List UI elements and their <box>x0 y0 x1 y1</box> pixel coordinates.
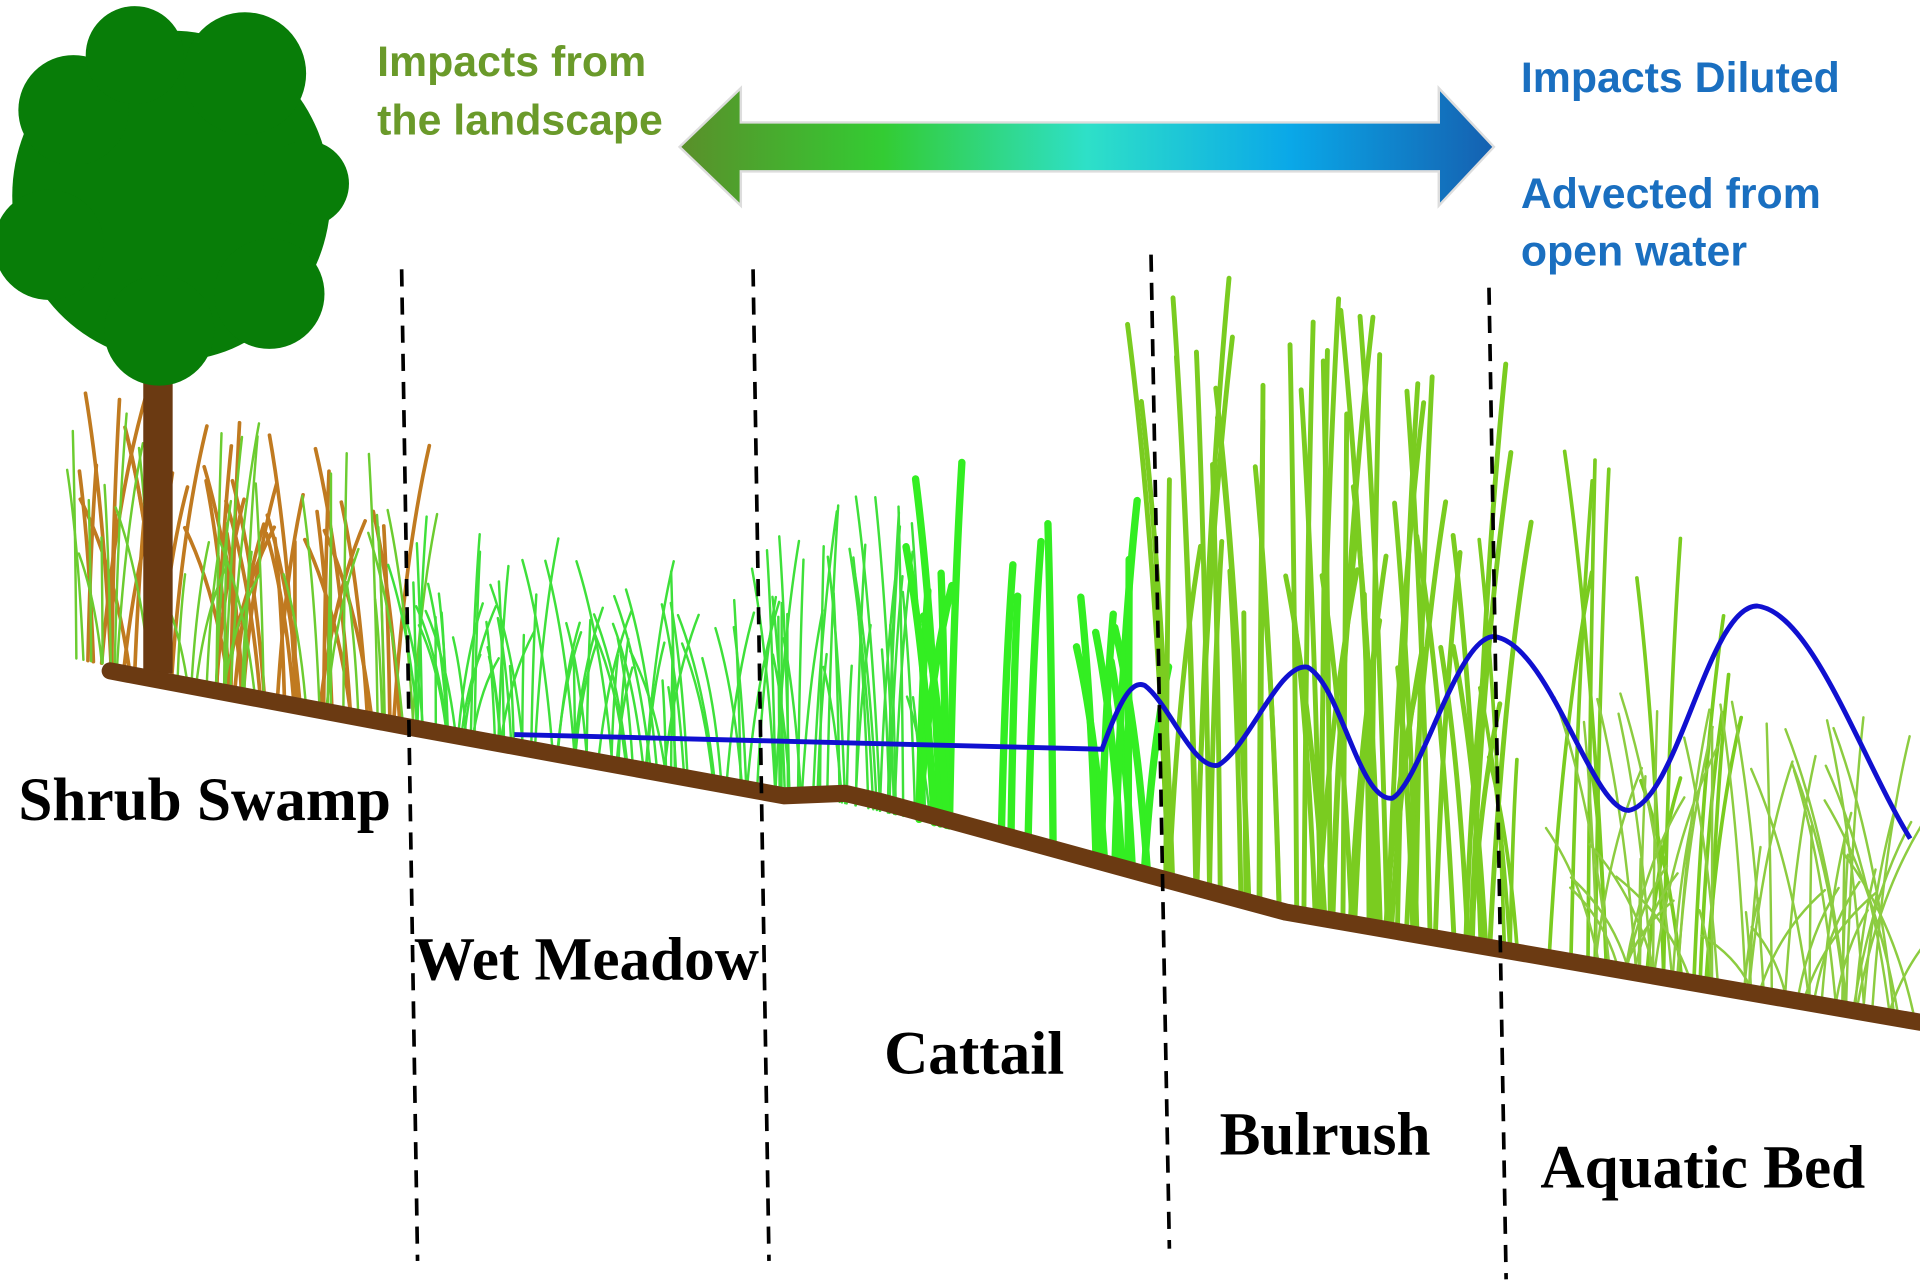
right-text: open water <box>1521 228 1748 276</box>
plant-stem <box>767 550 775 788</box>
tree-trunk <box>143 349 172 673</box>
plant-stem <box>847 666 852 804</box>
plant-stem <box>102 537 103 663</box>
zone-label: Shrub Swamp <box>18 766 391 834</box>
plant-stem <box>426 611 455 729</box>
plant-stem <box>1048 524 1053 849</box>
plant-stem <box>587 620 591 753</box>
plant-stem <box>1792 764 1845 1003</box>
plant-stem <box>172 426 207 676</box>
plant-stem <box>820 546 824 797</box>
tree-crown <box>0 6 349 386</box>
boundary <box>402 269 418 1261</box>
plant-stem <box>369 454 378 714</box>
zone-label: Wet Meadow <box>414 925 759 993</box>
plant-stem <box>302 496 319 703</box>
double-arrow <box>680 88 1494 206</box>
plant-stem <box>1810 826 1812 997</box>
zone-label: Cattail <box>884 1020 1064 1088</box>
plant-stem <box>850 549 874 809</box>
plant-stem <box>949 462 961 826</box>
left-text: Impacts from <box>377 38 646 86</box>
diagram: Impacts from the landscape Impacts Dilut… <box>0 0 1920 1283</box>
plant-stem <box>1265 602 1279 904</box>
plant-stem <box>1128 559 1129 865</box>
zone-label: Aquatic Bed <box>1540 1134 1865 1202</box>
right-text: Advected from <box>1521 170 1821 218</box>
boundary <box>753 269 769 1261</box>
plant-stem <box>1028 542 1041 844</box>
zone-label: Bulrush <box>1220 1100 1431 1168</box>
right-text: Impacts Diluted <box>1521 54 1840 102</box>
plant-stem <box>1752 927 1785 993</box>
plant-stem <box>576 561 611 757</box>
vegetation <box>67 278 1920 1015</box>
page: Impacts from the landscape Impacts Dilut… <box>0 0 1920 1283</box>
plant-stem <box>813 511 837 796</box>
left-text: the landscape <box>377 97 663 145</box>
plant-stem <box>778 617 779 789</box>
